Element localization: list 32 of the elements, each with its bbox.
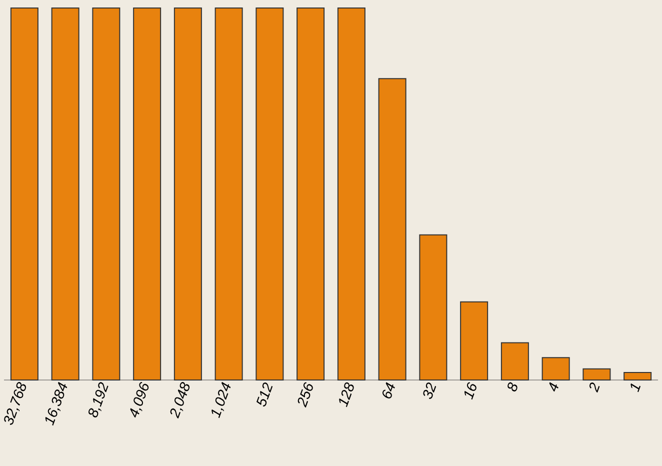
x-tick-label: 512: [256, 382, 273, 406]
bar: [92, 7, 120, 380]
x-tick-label: 1: [630, 383, 641, 392]
x-tick-label: 1,024: [212, 382, 231, 418]
bar: [214, 7, 243, 380]
bar: [624, 372, 652, 380]
bar: [133, 7, 162, 380]
x-tick-label: 16,384: [45, 382, 68, 426]
x-tick-label: 4,096: [130, 382, 149, 418]
x-tick-label: 2: [589, 382, 600, 393]
x-tick-label: 128: [339, 382, 354, 408]
x-tick-label: 4: [549, 382, 558, 392]
bar: [378, 78, 406, 380]
bar: [582, 368, 611, 380]
bar: [460, 301, 488, 380]
bar: [51, 7, 80, 380]
x-tick-label: 8: [508, 382, 518, 392]
bar: [296, 7, 325, 380]
x-tick-label: 8,192: [88, 382, 108, 418]
bar: [10, 7, 38, 380]
x-tick-label: 32,768: [4, 382, 26, 425]
bar: [174, 7, 202, 380]
bar: [256, 7, 284, 380]
x-tick-label: 64: [382, 382, 395, 398]
bar: [542, 357, 570, 380]
x-tick-label: 16: [464, 382, 476, 400]
bar: [337, 7, 366, 380]
x-tick-label: 256: [298, 382, 313, 408]
x-tick-label: 32: [423, 382, 436, 399]
bar: [500, 342, 529, 380]
x-tick-label: 2,048: [170, 382, 190, 419]
bar: [419, 234, 448, 380]
